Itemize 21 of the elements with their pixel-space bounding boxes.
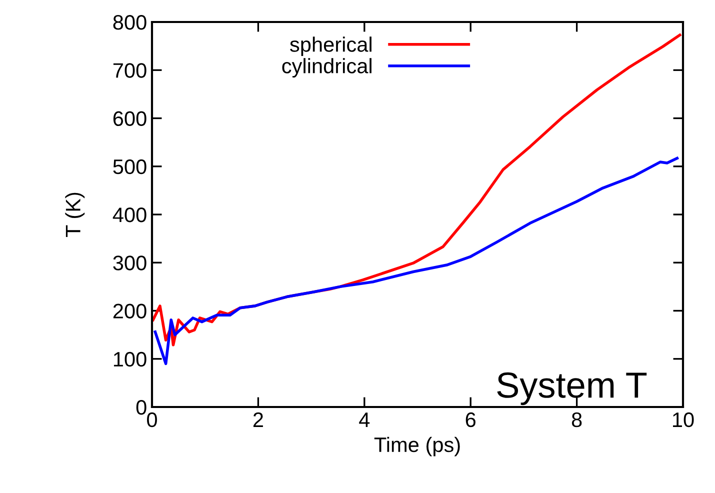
y-tick-label: 800	[113, 15, 146, 30]
x-axis-title: Time (ps)	[374, 436, 460, 456]
y-axis-title: T (K)	[65, 192, 85, 237]
y-tick-label: 700	[113, 63, 146, 78]
annotation: System T	[497, 372, 647, 406]
y-tick-label: 600	[113, 111, 146, 126]
y-tick-label: 300	[113, 256, 146, 270]
y-tick-label: 0	[136, 400, 146, 415]
y-tick-label: 100	[114, 352, 146, 367]
legend-label: cylindrical	[282, 58, 372, 78]
x-tick-label: 8	[572, 412, 582, 428]
x-tick-label: 10	[673, 412, 694, 428]
x-tick-label: 0	[147, 412, 157, 428]
y-tick-label: 500	[113, 159, 146, 174]
y-tick-label: 400	[112, 208, 146, 222]
y-tick-label: 200	[113, 304, 146, 319]
legend-label: spherical	[290, 36, 372, 56]
x-tick-label: 6	[466, 412, 476, 428]
x-tick-label: 2	[253, 412, 263, 427]
x-tick-label: 4	[359, 412, 370, 427]
line-series	[154, 156, 679, 366]
